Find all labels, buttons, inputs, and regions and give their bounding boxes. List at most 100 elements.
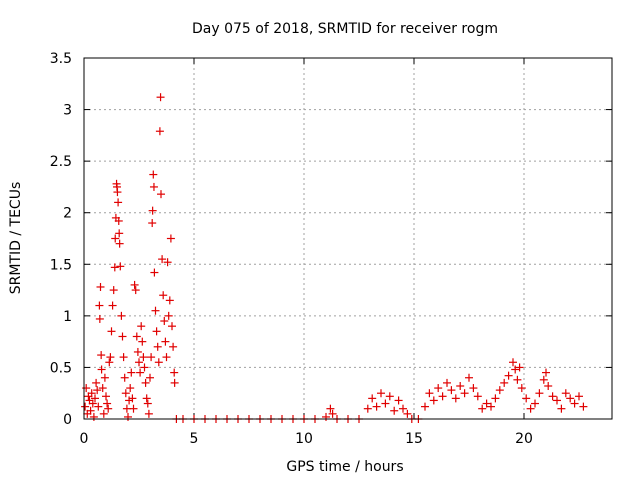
data-point bbox=[535, 389, 544, 398]
data-point bbox=[425, 389, 434, 398]
data-point bbox=[119, 353, 128, 362]
data-point bbox=[107, 327, 116, 336]
data-point bbox=[158, 255, 167, 264]
data-point bbox=[100, 373, 109, 382]
data-point bbox=[137, 322, 146, 331]
data-point bbox=[491, 394, 500, 403]
data-point bbox=[434, 384, 443, 393]
data-point bbox=[142, 394, 151, 403]
data-point bbox=[153, 342, 162, 351]
data-point bbox=[121, 389, 130, 398]
y-tick-label: 3 bbox=[63, 103, 72, 119]
data-point bbox=[89, 412, 98, 421]
data-point bbox=[118, 332, 127, 341]
chart-title: Day 075 of 2018, SRMTID for receiver rog… bbox=[192, 21, 498, 37]
data-point bbox=[130, 280, 139, 289]
data-point bbox=[159, 291, 168, 300]
data-point bbox=[368, 394, 377, 403]
data-point bbox=[322, 412, 330, 421]
data-point bbox=[143, 399, 152, 408]
data-point bbox=[111, 234, 120, 243]
data-point bbox=[110, 263, 119, 272]
data-point bbox=[163, 258, 172, 267]
data-point bbox=[570, 399, 579, 408]
data-point bbox=[141, 378, 150, 387]
data-point bbox=[509, 358, 517, 367]
y-axis-label: SRMTID / TECUs bbox=[8, 182, 24, 295]
data-point bbox=[399, 404, 407, 413]
data-point bbox=[140, 363, 149, 372]
data-point bbox=[120, 373, 129, 382]
data-point bbox=[114, 216, 123, 225]
data-point bbox=[156, 93, 165, 102]
data-point bbox=[108, 301, 117, 310]
data-point bbox=[151, 306, 160, 315]
data-point bbox=[451, 394, 460, 403]
data-point bbox=[93, 386, 102, 395]
data-point bbox=[105, 358, 114, 367]
data-point bbox=[98, 384, 107, 393]
data-point bbox=[511, 365, 520, 374]
y-tick-label: 3.5 bbox=[50, 51, 72, 67]
data-point bbox=[94, 402, 103, 411]
data-point bbox=[165, 296, 174, 305]
data-point bbox=[515, 363, 524, 372]
data-point bbox=[403, 409, 412, 418]
data-point bbox=[109, 286, 118, 295]
data-point bbox=[150, 268, 159, 277]
data-point bbox=[168, 322, 176, 331]
data-point bbox=[149, 170, 158, 179]
data-point bbox=[372, 402, 381, 411]
data-point bbox=[394, 396, 403, 405]
data-point bbox=[131, 286, 140, 295]
data-point bbox=[106, 353, 115, 362]
data-point bbox=[136, 368, 145, 377]
data-point bbox=[542, 368, 550, 377]
data-point bbox=[575, 392, 583, 401]
data-point bbox=[160, 317, 169, 326]
data-points bbox=[81, 93, 588, 423]
data-point bbox=[531, 399, 539, 408]
x-tick-label: 20 bbox=[515, 431, 533, 447]
data-point bbox=[553, 396, 561, 405]
data-point bbox=[443, 378, 451, 387]
data-point bbox=[548, 392, 557, 401]
data-point bbox=[133, 347, 142, 356]
data-point bbox=[517, 384, 526, 393]
data-point bbox=[169, 342, 178, 351]
data-point bbox=[328, 409, 337, 418]
data-point bbox=[504, 371, 513, 380]
data-point bbox=[132, 332, 141, 341]
y-tick-label: 0 bbox=[63, 412, 72, 428]
data-point bbox=[421, 402, 429, 411]
data-point bbox=[170, 368, 179, 377]
data-point bbox=[456, 381, 465, 390]
data-point bbox=[144, 409, 153, 418]
data-point bbox=[149, 182, 158, 191]
data-point bbox=[526, 404, 535, 413]
data-point bbox=[363, 404, 372, 413]
data-point bbox=[82, 384, 91, 393]
data-point bbox=[447, 386, 456, 395]
data-point bbox=[138, 337, 147, 346]
data-point bbox=[164, 311, 173, 320]
data-point bbox=[429, 396, 438, 405]
data-point bbox=[557, 404, 566, 413]
grid bbox=[84, 58, 612, 419]
data-point bbox=[438, 392, 447, 401]
data-point bbox=[495, 386, 504, 395]
data-point bbox=[465, 373, 473, 382]
data-point bbox=[96, 282, 105, 291]
data-point bbox=[326, 404, 335, 413]
data-point bbox=[126, 384, 135, 393]
data-point bbox=[162, 353, 171, 362]
x-tick-label: 15 bbox=[405, 431, 423, 447]
data-point bbox=[500, 378, 509, 387]
y-tick-label: 1.5 bbox=[50, 257, 72, 273]
data-point bbox=[115, 229, 124, 238]
data-point bbox=[148, 219, 157, 228]
data-point bbox=[114, 198, 123, 207]
data-point bbox=[113, 188, 122, 197]
